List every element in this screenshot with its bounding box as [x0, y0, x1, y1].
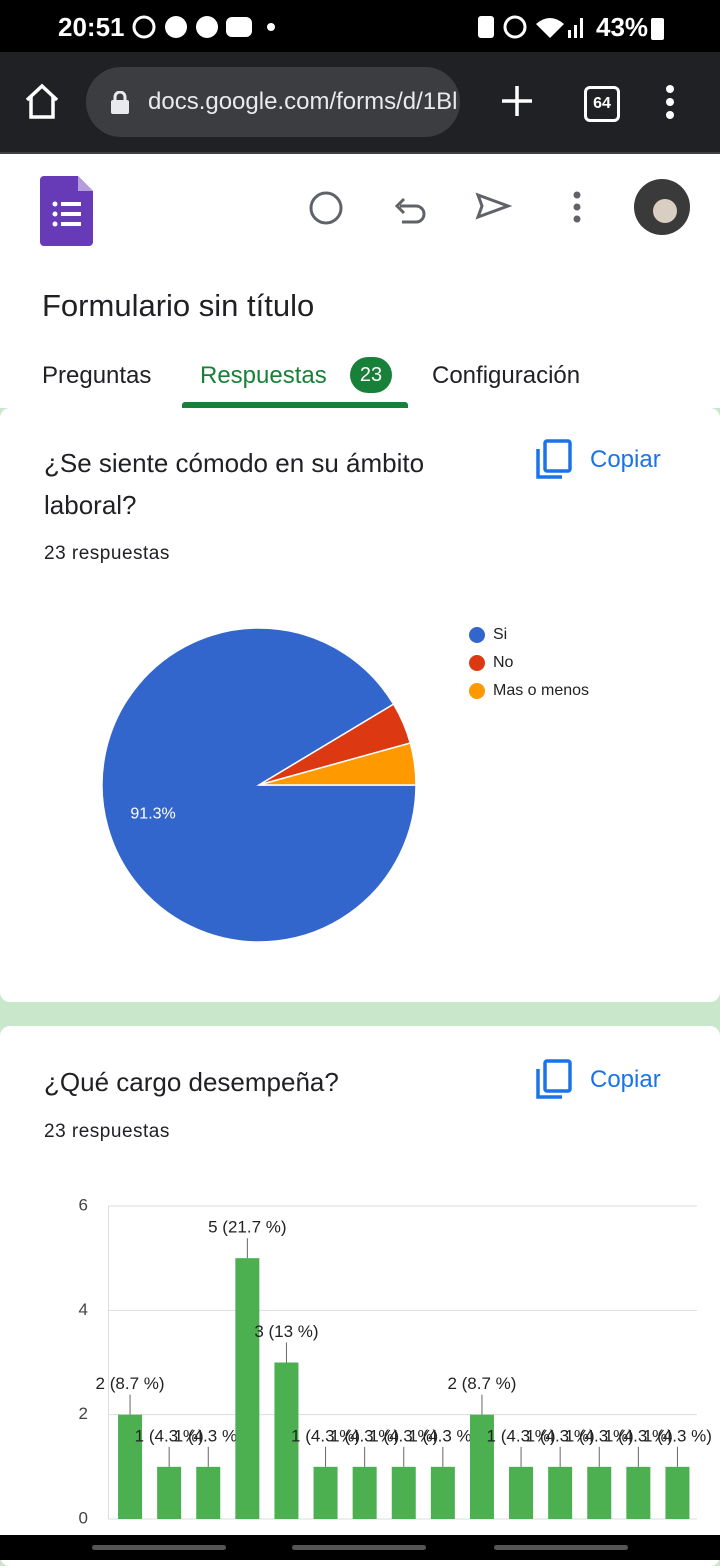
navigation-bar — [0, 1535, 720, 1560]
bar-label: 1 (4.3 %) — [330, 1426, 399, 1445]
nav-handle — [92, 1545, 226, 1550]
bar — [391, 1466, 416, 1519]
browser-bar: docs.google.com/forms/d/1Bl 64 — [0, 52, 720, 154]
tab[interactable]: Preguntas — [42, 362, 152, 389]
forms-header: Formulario sin título Preguntas Respuest… — [0, 154, 720, 408]
form-title: Formulario sin título — [42, 288, 315, 323]
undo-button[interactable] — [394, 197, 426, 224]
bar-label: 1 (4.3 %) — [526, 1426, 595, 1445]
y-tick-label: 4 — [79, 1300, 88, 1319]
question: ¿Qué cargo desempeña? — [44, 1067, 339, 1097]
legend-marker — [469, 655, 485, 671]
menu-button[interactable] — [660, 84, 680, 120]
bar-label: 2 (8.7 %) — [447, 1374, 516, 1393]
question: ¿Se siente cómodo en su ámbito laboral? — [44, 448, 425, 520]
bar — [509, 1466, 534, 1519]
notification-icons — [132, 15, 275, 39]
bar — [157, 1466, 182, 1519]
nav-handle — [494, 1545, 628, 1550]
legend-label: Mas o menos — [493, 682, 589, 699]
bar-label: 1 (4.3 %) — [408, 1426, 477, 1445]
toolbar — [309, 191, 581, 225]
bar-label: 1 (4.3 %) — [643, 1426, 712, 1445]
battery: 43% — [596, 12, 649, 42]
copy-button[interactable]: Copiar — [590, 1066, 661, 1093]
bar-label: 1 (4.3 %) — [291, 1426, 360, 1445]
time: 20:51 — [58, 12, 125, 42]
bar — [469, 1414, 494, 1519]
nav-handle — [292, 1545, 426, 1550]
status-bar: 20:51 43% — [0, 0, 720, 52]
y-tick-label: 2 — [79, 1404, 88, 1423]
tab-active[interactable]: Respuestas — [200, 362, 327, 389]
legend-marker — [469, 683, 485, 699]
avatar[interactable] — [633, 178, 691, 236]
bar — [274, 1362, 299, 1519]
bar — [665, 1466, 690, 1519]
url-bar[interactable]: docs.google.com/forms/d/1Bl — [86, 67, 460, 137]
bar-label: 1 (4.3 %) — [369, 1426, 438, 1445]
bar-label: 1 (4.3 %) — [487, 1426, 556, 1445]
legend-label: Si — [493, 626, 507, 643]
bar-label: 1 (4.3 %) — [135, 1426, 204, 1445]
bar — [548, 1466, 573, 1519]
pie-slice — [258, 742, 417, 786]
palette-button[interactable] — [309, 191, 343, 225]
new-tab-button[interactable] — [500, 84, 534, 118]
more-button[interactable] — [573, 191, 581, 223]
battery-icon — [651, 18, 664, 40]
copy-icon[interactable] — [534, 1058, 574, 1100]
bar-label: 5 (21.7 %) — [208, 1218, 286, 1237]
bar-label: 3 (13 %) — [254, 1322, 318, 1341]
slice-label: 91.3% — [130, 806, 175, 823]
bar — [626, 1466, 651, 1519]
y-tick-label: 6 — [79, 1195, 88, 1214]
legend-label: No — [493, 654, 514, 671]
bar — [430, 1466, 455, 1519]
response-count: 23 respuestas — [44, 1121, 170, 1142]
bar-label: 1 (4.3 %) — [604, 1426, 673, 1445]
copy-icon[interactable] — [534, 438, 574, 480]
bar — [313, 1466, 338, 1519]
y-tick-label: 0 — [79, 1508, 88, 1527]
response-count: 23 respuestas — [44, 543, 170, 564]
tab-indicator — [182, 402, 408, 408]
lock-icon — [111, 91, 129, 114]
bar — [235, 1258, 260, 1519]
bar — [196, 1466, 221, 1519]
home-button[interactable] — [22, 82, 62, 122]
tab[interactable]: Configuración — [432, 362, 581, 389]
tab-count[interactable]: 64 — [584, 86, 620, 122]
url-text: docs.google.com/forms/d/1Bl — [148, 88, 458, 115]
bar-label: 1 (4.3 %) — [565, 1426, 634, 1445]
bar — [118, 1414, 143, 1519]
bar — [352, 1466, 377, 1519]
forms-logo — [40, 176, 93, 246]
bar-label: 2 (8.7 %) — [96, 1374, 165, 1393]
copy-button[interactable]: Copiar — [590, 446, 661, 473]
bar — [587, 1466, 612, 1519]
legend-marker — [469, 627, 485, 643]
system-icons — [478, 15, 583, 39]
bar-label: 1 (4.3 %) — [174, 1426, 243, 1445]
send-button[interactable] — [475, 192, 513, 220]
responses-badge: 23 — [350, 357, 392, 393]
